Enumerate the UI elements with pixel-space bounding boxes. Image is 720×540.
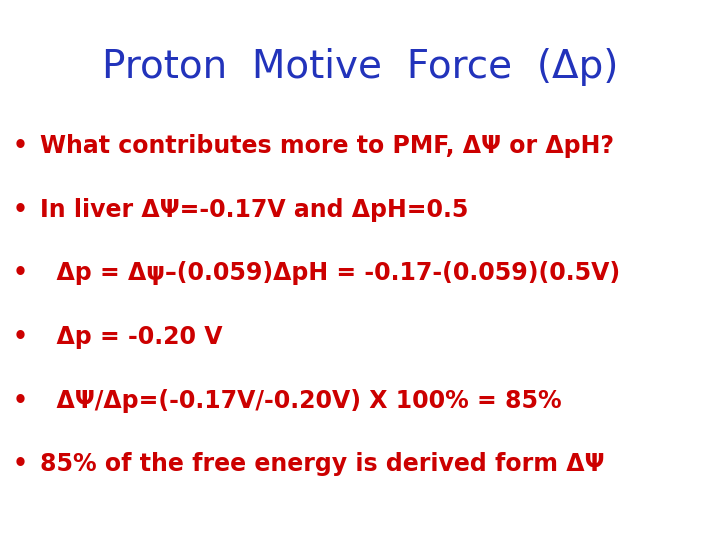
Text: •: • bbox=[13, 134, 28, 158]
Text: •: • bbox=[13, 198, 28, 221]
Text: •: • bbox=[13, 325, 28, 349]
Text: Proton  Motive  Force  (Δp): Proton Motive Force (Δp) bbox=[102, 49, 618, 86]
Text: In liver ΔΨ=-0.17V and ΔpH=0.5: In liver ΔΨ=-0.17V and ΔpH=0.5 bbox=[40, 198, 468, 221]
Text: ΔΨ/Δp=(-0.17V/-0.20V) X 100% = 85%: ΔΨ/Δp=(-0.17V/-0.20V) X 100% = 85% bbox=[40, 389, 561, 413]
Text: 85% of the free energy is derived form ΔΨ: 85% of the free energy is derived form Δ… bbox=[40, 453, 604, 476]
Text: •: • bbox=[13, 389, 28, 413]
Text: Δp = -0.20 V: Δp = -0.20 V bbox=[40, 325, 222, 349]
Text: •: • bbox=[13, 261, 28, 285]
Text: What contributes more to PMF, ΔΨ or ΔpH?: What contributes more to PMF, ΔΨ or ΔpH? bbox=[40, 134, 613, 158]
Text: •: • bbox=[13, 453, 28, 476]
Text: Δp = Δψ–(0.059)ΔpH = -0.17-(0.059)(0.5V): Δp = Δψ–(0.059)ΔpH = -0.17-(0.059)(0.5V) bbox=[40, 261, 620, 285]
